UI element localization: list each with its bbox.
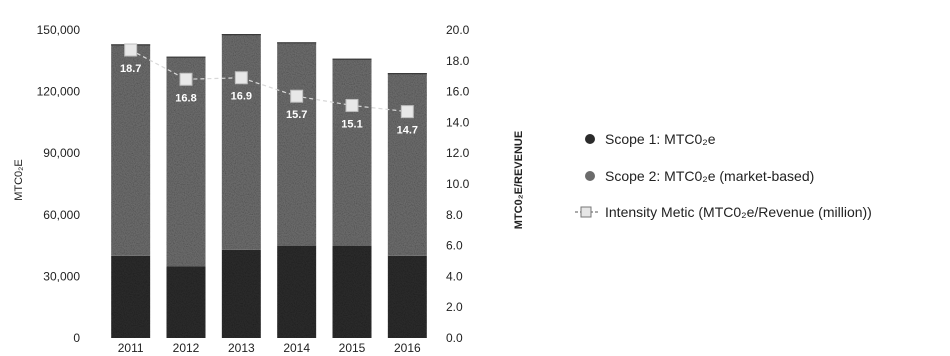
legend-item-scope2: Scope 2: MTC0₂e (market-based) bbox=[585, 168, 814, 184]
legend-item-scope1: Scope 1: MTC0₂e bbox=[585, 131, 716, 147]
intensity-marker-2015 bbox=[345, 98, 359, 112]
x-tick-label-2013: 2013 bbox=[228, 341, 255, 355]
left-tick-label: 150,000 bbox=[37, 23, 81, 37]
intensity-marker-2012 bbox=[179, 72, 193, 86]
bar-scope1-2013 bbox=[221, 249, 261, 338]
x-tick-label-2016: 2016 bbox=[394, 341, 421, 355]
intensity-data-label-2014: 15.7 bbox=[286, 109, 307, 121]
intensity-marker-2016 bbox=[400, 105, 414, 119]
legend: Scope 1: MTC0₂e Scope 2: MTC0₂e (market-… bbox=[575, 131, 872, 220]
right-tick-label: 6.0 bbox=[446, 239, 463, 253]
bars-layer bbox=[111, 34, 427, 338]
bar-scope1-2012 bbox=[166, 266, 206, 338]
right-tick-label: 14.0 bbox=[446, 115, 470, 129]
left-tick-label: 90,000 bbox=[43, 146, 80, 160]
bar-scope2-2014 bbox=[277, 42, 317, 246]
intensity-marker-2014 bbox=[290, 89, 304, 103]
right-tick-label: 12.0 bbox=[446, 146, 470, 160]
bar-scope2-2016 bbox=[387, 73, 427, 256]
legend-swatch-scope2 bbox=[585, 171, 595, 181]
intensity-line-layer: 18.7 16.8 16.9 15.7 15.1 14.7 bbox=[120, 43, 418, 137]
x-tick-label-2011: 2011 bbox=[118, 341, 144, 355]
bar-scope2-2011 bbox=[111, 44, 151, 256]
right-axis-title: MTC0₂E/REVENUE bbox=[513, 131, 525, 229]
left-tick-label: 0 bbox=[73, 331, 80, 345]
right-tick-label: 18.0 bbox=[446, 54, 470, 68]
left-axis-title: MTC0₂E bbox=[13, 159, 25, 201]
intensity-data-label-2011: 18.7 bbox=[120, 63, 141, 75]
bar-scope1-2016 bbox=[387, 255, 427, 338]
bar-scope1-2015 bbox=[332, 245, 372, 338]
right-tick-label: 2.0 bbox=[446, 300, 463, 314]
legend-label-scope2: Scope 2: MTC0₂e (market-based) bbox=[605, 168, 814, 184]
legend-swatch-scope1 bbox=[585, 134, 595, 144]
bar-scope1-2011 bbox=[111, 255, 151, 338]
x-tick-label-2015: 2015 bbox=[339, 341, 366, 355]
intensity-line bbox=[130, 49, 408, 113]
intensity-marker-2011 bbox=[124, 43, 138, 57]
intensity-data-label-2012: 16.8 bbox=[175, 92, 196, 104]
intensity-marker-2013 bbox=[234, 71, 248, 85]
legend-label-scope1: Scope 1: MTC0₂e bbox=[605, 131, 716, 147]
left-tick-label: 120,000 bbox=[37, 85, 81, 99]
axes-layer: 0 30,000 60,000 90,000 120,000 150,000 0.0 2.0 4… bbox=[37, 23, 470, 355]
left-tick-label: 30,000 bbox=[43, 269, 80, 283]
bar-scope2-2015 bbox=[332, 58, 372, 246]
legend-item-intensity: Intensity Metic (MTC0₂e/Revenue (million… bbox=[575, 204, 872, 220]
bar-scope2-2012 bbox=[166, 56, 206, 267]
left-tick-label: 60,000 bbox=[43, 208, 80, 222]
bar-scope1-2014 bbox=[277, 245, 317, 338]
intensity-data-label-2015: 15.1 bbox=[341, 118, 362, 130]
x-tick-label-2012: 2012 bbox=[173, 341, 200, 355]
right-tick-label: 10.0 bbox=[446, 177, 470, 191]
legend-label-intensity: Intensity Metic (MTC0₂e/Revenue (million… bbox=[605, 204, 872, 220]
right-tick-label: 8.0 bbox=[446, 208, 463, 222]
legend-swatch-intensity-marker bbox=[580, 206, 592, 218]
right-tick-label: 16.0 bbox=[446, 85, 470, 99]
right-tick-label: 4.0 bbox=[446, 269, 463, 283]
bar-scope2-2013 bbox=[221, 34, 261, 250]
right-tick-label: 20.0 bbox=[446, 23, 470, 37]
intensity-data-label-2016: 14.7 bbox=[397, 125, 418, 137]
right-tick-label: 0.0 bbox=[446, 331, 463, 345]
intensity-data-label-2013: 16.9 bbox=[231, 91, 252, 103]
x-tick-label-2014: 2014 bbox=[283, 341, 310, 355]
